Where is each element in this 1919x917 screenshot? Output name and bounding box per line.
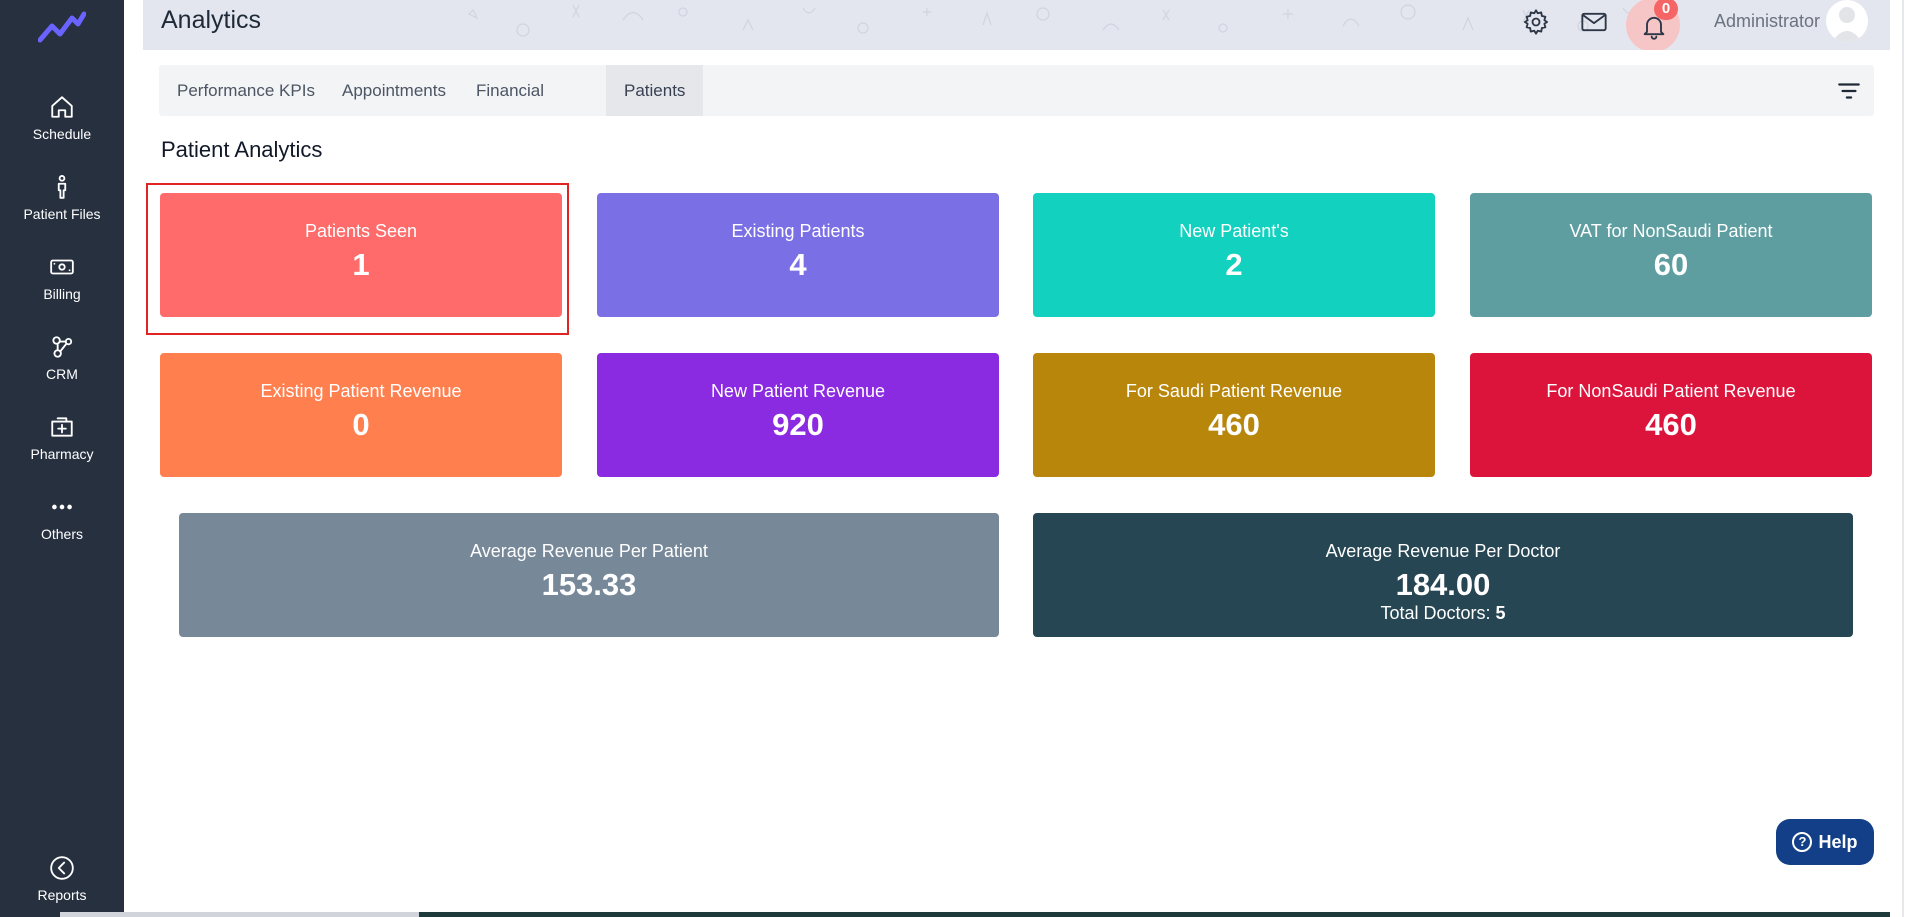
card-value: 920 bbox=[772, 407, 824, 442]
card-label: New Patient's bbox=[1179, 221, 1289, 241]
total-doctors: Total Doctors: 5 bbox=[1033, 603, 1853, 624]
sidebar-item-schedule[interactable]: Schedule bbox=[0, 94, 124, 142]
card-average-revenue-per-doctor[interactable]: Average Revenue Per Doctor 184.00 Total … bbox=[1033, 513, 1853, 637]
app-logo-icon[interactable] bbox=[38, 10, 86, 48]
settings-button[interactable] bbox=[1522, 8, 1550, 36]
card-value: 2 bbox=[1225, 247, 1243, 282]
sidebar-item-reports[interactable]: Reports bbox=[0, 855, 124, 903]
card-average-revenue-per-patient[interactable]: Average Revenue Per Patient 153.33 bbox=[179, 513, 999, 637]
card-label: For NonSaudi Patient Revenue bbox=[1546, 381, 1796, 401]
card-existing-patients[interactable]: Existing Patients 4 bbox=[597, 193, 999, 317]
sidebar-item-pharmacy[interactable]: Pharmacy bbox=[0, 414, 124, 462]
help-label: Help bbox=[1818, 831, 1858, 852]
user-avatar-icon bbox=[1832, 7, 1862, 42]
sidebar-item-label: Reports bbox=[37, 887, 87, 903]
card-label: Existing Patient Revenue bbox=[260, 381, 462, 401]
tab-performance-kpis[interactable]: Performance KPIs bbox=[177, 81, 315, 100]
filter-icon bbox=[1838, 83, 1860, 99]
sidebar-item-label: Patient Files bbox=[23, 206, 101, 222]
gear-icon bbox=[1523, 9, 1549, 35]
avatar[interactable] bbox=[1826, 0, 1868, 42]
pharmacy-icon bbox=[51, 417, 73, 437]
card-value: 1 bbox=[352, 247, 370, 282]
money-icon bbox=[50, 259, 74, 275]
messages-button[interactable] bbox=[1580, 8, 1608, 36]
sidebar-item-label: Schedule bbox=[32, 126, 92, 142]
card-value: 0 bbox=[352, 407, 370, 442]
card-value: 4 bbox=[789, 247, 807, 282]
sidebar-item-label: Billing bbox=[43, 286, 81, 302]
crm-icon bbox=[52, 336, 73, 358]
bell-icon bbox=[1643, 16, 1665, 40]
sidebar-item-label: Others bbox=[40, 526, 83, 542]
top-header: Analytics 0 Administrator bbox=[143, 0, 1890, 50]
card-label: New Patient Revenue bbox=[710, 381, 886, 401]
tab-appointments[interactable]: Appointments bbox=[342, 81, 446, 100]
card-label: For Saudi Patient Revenue bbox=[1125, 381, 1343, 401]
tabs-bar: Performance KPIs Appointments Financial … bbox=[159, 65, 1874, 116]
selection-highlight bbox=[146, 183, 569, 335]
home-icon bbox=[51, 96, 73, 118]
sidebar-item-billing[interactable]: Billing bbox=[0, 254, 124, 302]
section-title: Patient Analytics bbox=[161, 137, 323, 162]
tab-patients[interactable]: Patients bbox=[606, 65, 704, 116]
help-button[interactable]: ? Help bbox=[1776, 819, 1874, 865]
sidebar-item-others[interactable]: Others bbox=[0, 494, 124, 542]
sidebar-item-crm[interactable]: CRM bbox=[0, 334, 124, 382]
filter-button[interactable] bbox=[1836, 78, 1862, 104]
card-new-patients[interactable]: New Patient's 2 bbox=[1033, 193, 1435, 317]
total-doctors-value: 5 bbox=[1495, 603, 1506, 623]
main-content: Analytics 0 Administrator Performance KP… bbox=[143, 0, 1890, 917]
scrollbar[interactable] bbox=[1890, 0, 1919, 917]
card-value: 60 bbox=[1653, 247, 1689, 282]
sidebar-item-label: CRM bbox=[46, 366, 78, 382]
card-patients-seen[interactable]: Patients Seen 1 bbox=[160, 193, 562, 317]
ellipsis-icon bbox=[52, 504, 72, 510]
card-existing-patient-revenue[interactable]: Existing Patient Revenue 0 bbox=[160, 353, 562, 477]
mail-icon bbox=[1581, 12, 1607, 32]
sidebar: Schedule Patient Files Billing CRM Pharm… bbox=[0, 0, 124, 917]
card-vat-nonsaudi[interactable]: VAT for NonSaudi Patient 60 bbox=[1470, 193, 1872, 317]
question-icon: ? bbox=[1792, 832, 1813, 852]
card-label: Average Revenue Per Doctor bbox=[1325, 541, 1561, 561]
card-label: Existing Patients bbox=[731, 221, 865, 241]
card-value: 153.33 bbox=[541, 567, 637, 602]
sidebar-item-patient-files[interactable]: Patient Files bbox=[0, 174, 124, 222]
total-doctors-label: Total Doctors: bbox=[1380, 603, 1491, 623]
card-label: Patients Seen bbox=[304, 221, 418, 241]
card-label: VAT for NonSaudi Patient bbox=[1569, 221, 1773, 241]
card-value: 460 bbox=[1208, 407, 1260, 442]
notifications-button[interactable]: 0 bbox=[1626, 0, 1680, 50]
scrollbar-track bbox=[1902, 0, 1904, 917]
user-name[interactable]: Administrator bbox=[1714, 11, 1821, 31]
card-value: 460 bbox=[1645, 407, 1697, 442]
notification-count-badge: 0 bbox=[1654, 0, 1678, 20]
collapse-icon bbox=[50, 856, 74, 880]
card-saudi-patient-revenue[interactable]: For Saudi Patient Revenue 460 bbox=[1033, 353, 1435, 477]
page-title: Analytics bbox=[161, 6, 262, 34]
sidebar-item-label: Pharmacy bbox=[30, 446, 94, 462]
tab-financial[interactable]: Financial bbox=[476, 81, 545, 100]
card-new-patient-revenue[interactable]: New Patient Revenue 920 bbox=[597, 353, 999, 477]
card-value: 184.00 bbox=[1395, 567, 1491, 602]
card-label: Average Revenue Per Patient bbox=[470, 541, 708, 561]
person-icon bbox=[57, 175, 67, 199]
card-nonsaudi-patient-revenue[interactable]: For NonSaudi Patient Revenue 460 bbox=[1470, 353, 1872, 477]
bottom-strip-dark bbox=[419, 912, 1890, 917]
bottom-strip bbox=[60, 912, 419, 917]
